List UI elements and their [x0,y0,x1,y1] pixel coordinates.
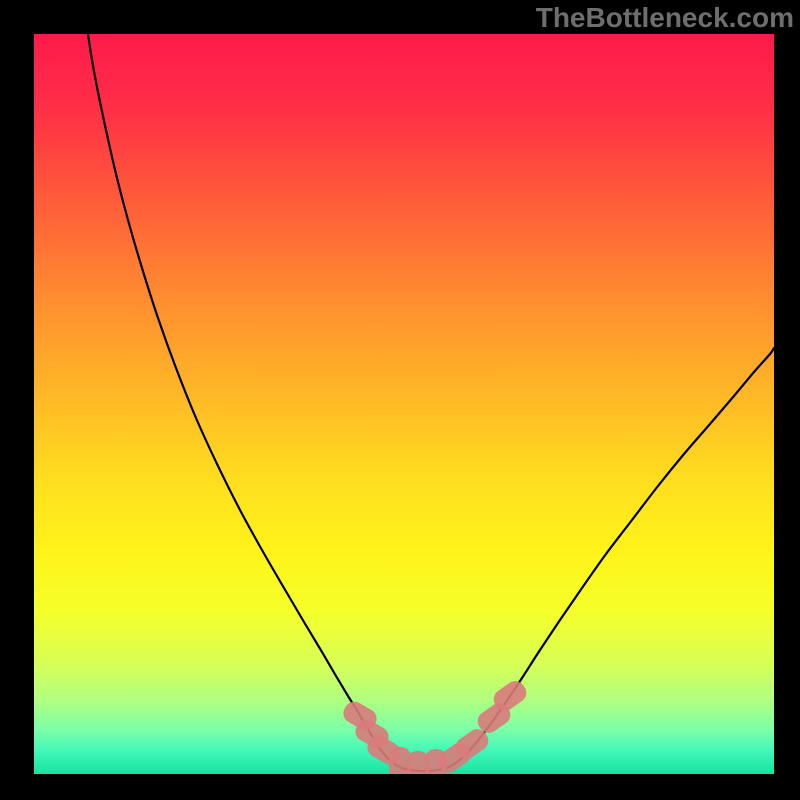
watermark-text: TheBottleneck.com [536,2,794,34]
bottleneck-curve [88,34,774,771]
curve-overlay [34,34,774,774]
plot-area [34,34,774,774]
